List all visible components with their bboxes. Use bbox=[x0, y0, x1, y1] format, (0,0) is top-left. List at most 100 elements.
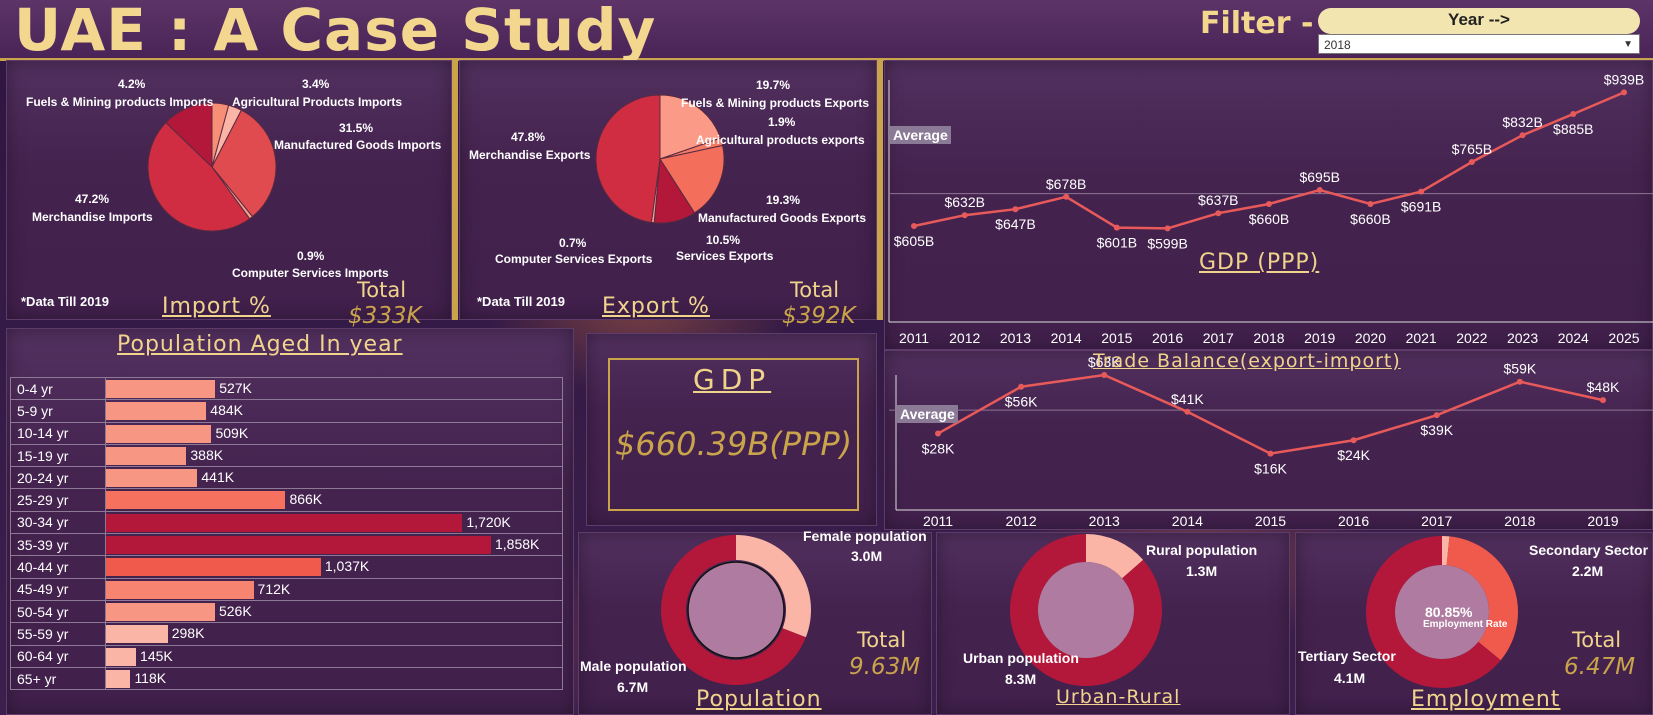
gdp-x-tick: 2014 bbox=[1051, 330, 1082, 346]
age-bar-cell: 441K bbox=[105, 466, 563, 490]
year-filter-label: Year --> bbox=[1318, 8, 1640, 34]
trade-balance-title: Trade Balance(export-import) bbox=[1093, 350, 1401, 372]
employment-total-value: 6.47M bbox=[1564, 654, 1636, 680]
age-bar-cell: 298K bbox=[105, 622, 563, 646]
age-group-label: 50-54 yr bbox=[10, 599, 106, 624]
export-merchandise-pct: 47.8% bbox=[511, 130, 546, 144]
gdp-data-label: $939B bbox=[1604, 71, 1644, 87]
trade-balance-panel bbox=[884, 350, 1653, 530]
male-population-label: Male population bbox=[580, 658, 687, 674]
export-services-label: Services Exports bbox=[676, 249, 774, 263]
employment-donut-chart bbox=[1366, 536, 1518, 688]
export-computer-label: Computer Services Exports bbox=[495, 252, 653, 266]
tb-x-tick: 2011 bbox=[923, 513, 953, 529]
gdp-point bbox=[1570, 111, 1577, 117]
export-slice-2 bbox=[659, 144, 725, 214]
gdp-data-label: $678B bbox=[1046, 176, 1086, 192]
age-bar-cell: 388K bbox=[105, 443, 563, 468]
tb-point bbox=[1184, 408, 1191, 415]
gdp-data-label: $660B bbox=[1249, 211, 1289, 227]
export-slice-5 bbox=[595, 94, 661, 223]
table-row: 25-29 yr 866K bbox=[10, 488, 563, 512]
tb-point bbox=[1101, 372, 1108, 379]
gdp-x-tick: 2022 bbox=[1456, 330, 1487, 346]
rural-population-value: 1.3M bbox=[1186, 563, 1218, 579]
export-pie-chart bbox=[595, 94, 725, 224]
tb-data-label: $59K bbox=[1504, 361, 1537, 377]
gdp-data-label: $691B bbox=[1401, 199, 1441, 215]
age-bar-cell: 866K bbox=[105, 488, 563, 512]
table-row: 15-19 yr 388K bbox=[10, 443, 563, 468]
gdp-point bbox=[1012, 206, 1019, 213]
import-data-note: *Data Till 2019 bbox=[21, 294, 109, 309]
import-merchandise-pct: 47.2% bbox=[75, 192, 110, 206]
gdp-data-label: $605B bbox=[894, 233, 934, 249]
age-bar-value: 526K bbox=[218, 602, 252, 619]
gdp-x-tick: 2012 bbox=[949, 330, 980, 346]
table-row: 0-4 yr 527K bbox=[10, 376, 563, 401]
age-bar-value: 1,720K bbox=[466, 513, 511, 530]
import-total-value: $333K bbox=[348, 303, 422, 329]
gdp-point bbox=[1519, 132, 1526, 139]
tb-data-label: $28K bbox=[922, 441, 955, 457]
urban-rural-slice-0 bbox=[1086, 534, 1144, 579]
female-population-label: Female population bbox=[803, 528, 927, 544]
tb-point bbox=[1433, 412, 1440, 419]
import-pie-chart bbox=[147, 102, 277, 232]
gdp-data-label: $765B bbox=[1452, 141, 1492, 157]
gdp-x-tick: 2025 bbox=[1608, 330, 1639, 346]
gdp-x-tick: 2016 bbox=[1152, 330, 1183, 346]
gdp-data-label: $601B bbox=[1097, 235, 1137, 251]
import-agri-pct: 3.4% bbox=[302, 77, 330, 91]
tb-x-tick: 2012 bbox=[1006, 513, 1037, 529]
year-filter-dropdown[interactable]: 2018 ▼ bbox=[1318, 34, 1640, 54]
urban-rural-donut-chart bbox=[1010, 534, 1162, 686]
gdp-point bbox=[1266, 201, 1272, 207]
tb-x-tick: 2014 bbox=[1172, 513, 1203, 529]
tb-x-tick: 2015 bbox=[1255, 513, 1286, 529]
age-bar-value: 298K bbox=[171, 625, 205, 642]
chevron-down-icon[interactable]: ▼ bbox=[1623, 39, 1633, 50]
age-bar bbox=[106, 669, 131, 688]
age-bar bbox=[106, 625, 168, 644]
age-bar bbox=[106, 513, 463, 532]
import-title: Import % bbox=[162, 294, 271, 319]
import-total-label: Total bbox=[357, 278, 407, 302]
rural-population-label: Rural population bbox=[1146, 542, 1258, 558]
gdp-point bbox=[1215, 210, 1222, 217]
secondary-sector-label: Secondary Sector bbox=[1529, 542, 1649, 558]
population-title: Population bbox=[696, 687, 822, 712]
urban-population-value: 8.3M bbox=[1005, 671, 1037, 687]
tb-point bbox=[1600, 397, 1606, 404]
gdp-x-tick: 2021 bbox=[1406, 330, 1437, 346]
tb-data-label: $56K bbox=[1005, 394, 1038, 410]
age-bar-value: 118K bbox=[134, 669, 167, 686]
age-bar bbox=[106, 402, 207, 421]
gdp-data-label: $599B bbox=[1147, 235, 1187, 251]
employment-donut-slices bbox=[1366, 536, 1518, 688]
gdp-point bbox=[1468, 159, 1475, 165]
gdp-data-label: $632B bbox=[944, 194, 984, 210]
age-bar-cell: 526K bbox=[105, 599, 563, 624]
gdp-average-label: Average bbox=[890, 126, 951, 144]
tb-x-tick-labels: 2011 2012 2013 2014 2015 2016 2017 2018 2019 bbox=[923, 513, 1619, 529]
import-computer-label: Computer Services Imports bbox=[232, 266, 389, 280]
trade-balance-line-chart: $28K $56K $63K $41K $16K $24K $39K $59K $48K 201… bbox=[889, 354, 1653, 529]
gdp-ppp-title: GDP (PPP) bbox=[1199, 250, 1320, 275]
tb-data-label: $63K bbox=[1088, 354, 1121, 370]
import-manufactured-pct: 31.5% bbox=[339, 121, 374, 135]
export-total-value: $392K bbox=[782, 303, 856, 329]
gdp-card-panel bbox=[586, 333, 877, 526]
gdp-data-label: $637B bbox=[1198, 192, 1238, 208]
export-services-pct: 10.5% bbox=[706, 233, 741, 247]
population-slice-1 bbox=[661, 535, 806, 685]
age-group-label: 10-14 yr bbox=[10, 421, 106, 445]
age-bar-cell: 1,858K bbox=[105, 533, 563, 557]
gdp-card-title: GDP bbox=[693, 363, 772, 396]
gdp-x-tick: 2023 bbox=[1507, 330, 1538, 346]
employment-title: Employment bbox=[1411, 687, 1561, 712]
tb-series bbox=[935, 372, 1606, 457]
age-bar-cell: 712K bbox=[105, 577, 563, 601]
gdp-ppp-line-chart: $605B $632B $647B $678B $601B $599B $637B $660B… bbox=[888, 71, 1653, 346]
gdp-point bbox=[961, 212, 968, 219]
